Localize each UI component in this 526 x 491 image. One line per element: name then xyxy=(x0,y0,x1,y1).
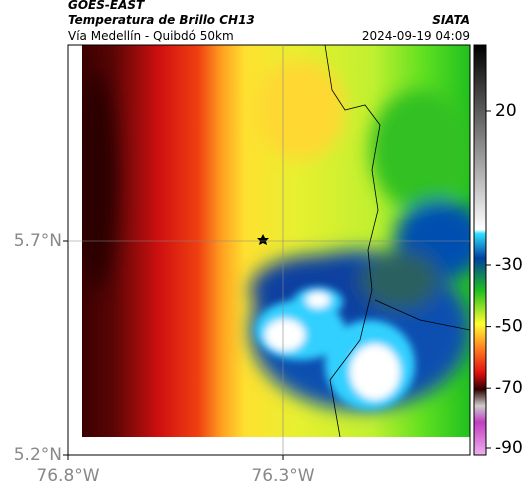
lat-tick-label: 5.2°N xyxy=(14,445,62,465)
location: Vía Medellín - Quibdó 50km xyxy=(68,29,234,43)
colorbar-tick-label: -90 xyxy=(495,438,523,458)
location-star xyxy=(257,234,269,245)
timestamp: 2024-09-19 04:09 xyxy=(362,29,470,43)
lon-tick-label: 76.3°W xyxy=(251,466,314,486)
colorbar-tick-label: -70 xyxy=(495,378,523,398)
subtitle: Temperatura de Brillo CH13 xyxy=(68,13,255,27)
colorbar-tick-label: -30 xyxy=(495,255,523,275)
colorbar xyxy=(473,44,487,456)
map-image xyxy=(82,45,470,437)
colorbar-tick-label: -50 xyxy=(495,317,523,337)
lon-tick-label: 76.8°W xyxy=(36,466,99,486)
title: GOES-EAST xyxy=(68,0,145,12)
colorbar-tick-label: 20 xyxy=(495,101,517,121)
map-frame xyxy=(67,44,471,456)
source: SIATA xyxy=(432,13,470,27)
lat-tick-label: 5.7°N xyxy=(14,231,62,251)
